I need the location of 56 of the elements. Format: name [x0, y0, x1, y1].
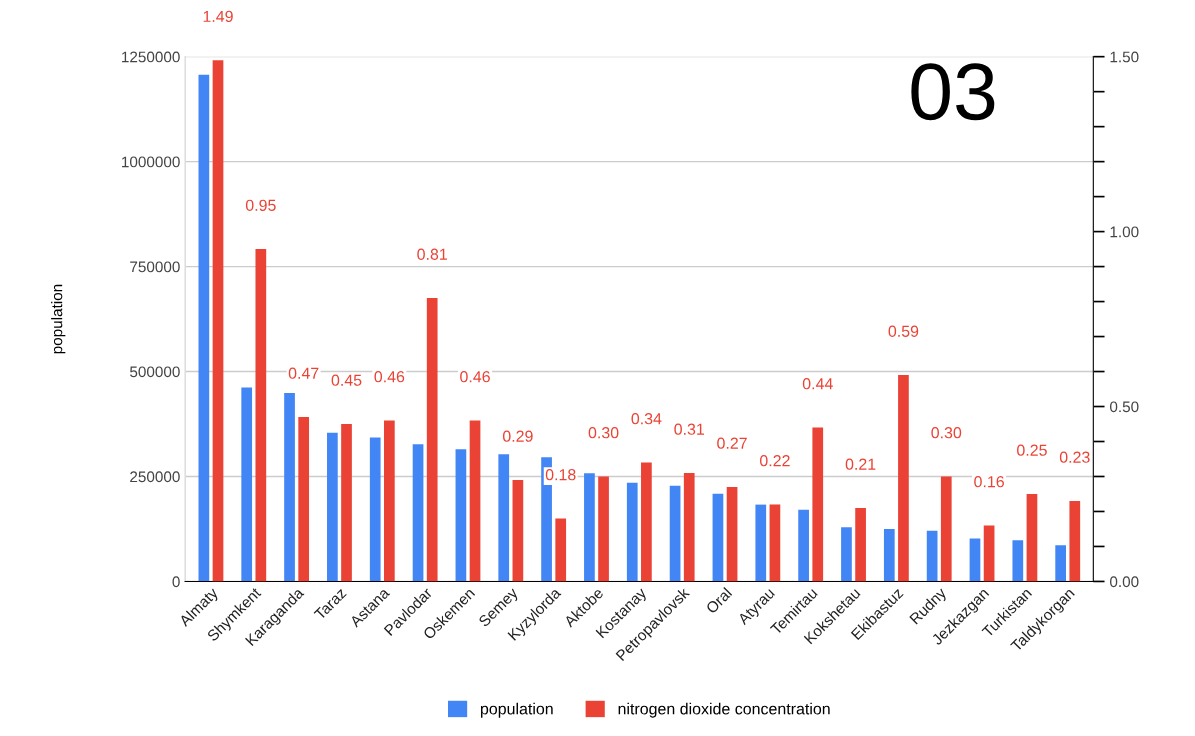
bar	[1069, 500, 1081, 582]
data-label: 0.27	[717, 437, 747, 449]
bar	[798, 509, 809, 582]
bar	[426, 298, 438, 582]
bar	[641, 462, 652, 582]
data-label: 0.22	[759, 455, 790, 467]
data-label: 0.34	[631, 413, 662, 425]
bar	[841, 527, 852, 582]
bar	[555, 518, 567, 582]
data-label: 0.45	[331, 374, 362, 386]
data-label: 0.59	[888, 325, 919, 337]
bar	[298, 417, 310, 582]
bar	[1026, 493, 1038, 582]
annotation: 03	[911, 63, 995, 121]
y-tick-label: 500000	[130, 366, 180, 378]
y2-tick-label: 1.00	[1110, 226, 1139, 238]
data-label: 1.49	[203, 10, 233, 23]
legend-label: population	[480, 702, 553, 718]
y-axis-title: population	[51, 284, 66, 354]
data-label: 0.31	[674, 423, 704, 435]
data-label: 0.29	[502, 430, 533, 442]
bar	[898, 375, 909, 582]
bar	[341, 424, 352, 582]
data-label: 0.30	[588, 427, 619, 439]
legend-label: nitrogen dioxide concentration	[618, 702, 830, 718]
data-label: 0.30	[931, 427, 962, 439]
y2-tick-label: 0.50	[1109, 401, 1139, 413]
bar	[284, 392, 295, 582]
data-label: 0.47	[288, 367, 319, 379]
y2-tick-label: 1.50	[1110, 51, 1139, 63]
bar	[883, 528, 895, 582]
y-tick-label: 750000	[130, 261, 180, 273]
data-label: 0.21	[845, 458, 876, 470]
bar	[812, 427, 824, 582]
bar	[369, 437, 381, 582]
bar	[855, 507, 866, 582]
y-tick-label: 1250000	[122, 51, 180, 63]
data-label: 0.18	[545, 469, 576, 481]
data-label: 0.95	[245, 199, 276, 211]
data-label: 0.23	[1059, 451, 1090, 463]
data-label: 0.16	[974, 476, 1004, 488]
y-tick-label: 0	[172, 576, 180, 588]
bar	[327, 432, 338, 582]
bar	[598, 476, 609, 582]
y2-tick-label: 0.00	[1109, 576, 1139, 588]
bar	[940, 476, 952, 582]
data-label: 0.25	[1017, 444, 1047, 456]
y-tick-label: 250000	[130, 471, 180, 483]
data-label: 0.81	[417, 248, 447, 260]
bar	[626, 482, 638, 582]
y-tick-label: 1000000	[122, 156, 180, 168]
bar	[384, 420, 395, 582]
bar	[584, 473, 595, 582]
data-label: 0.46	[374, 371, 405, 383]
data-label: 0.46	[460, 371, 490, 383]
data-label: 0.44	[802, 378, 833, 390]
